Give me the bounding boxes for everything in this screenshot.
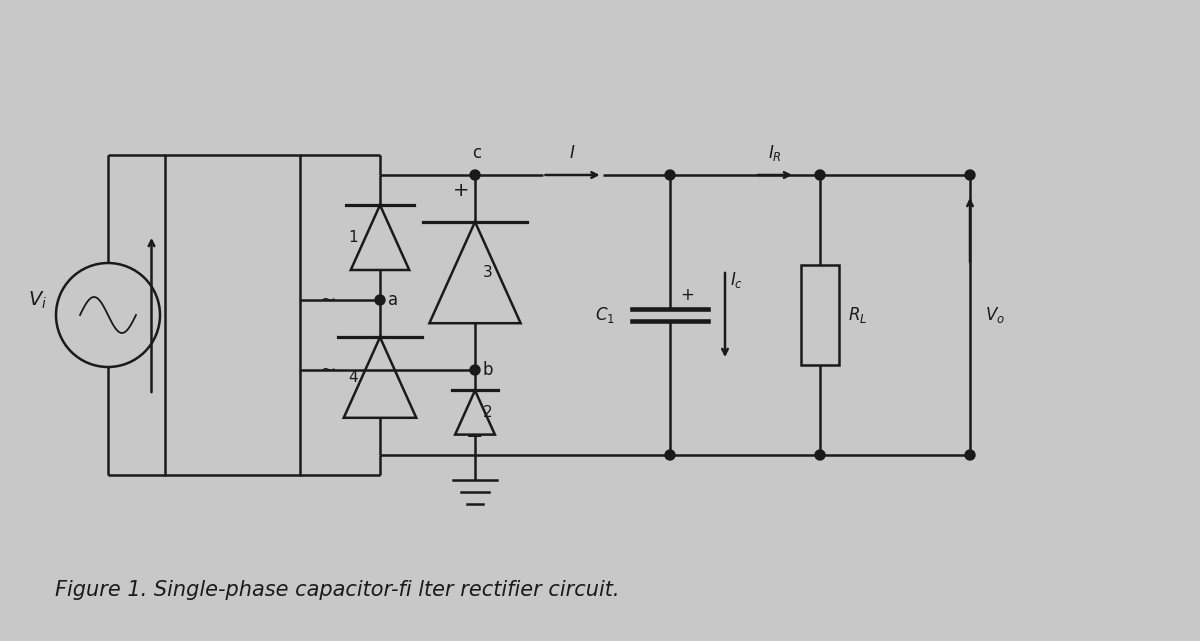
Text: 4: 4 bbox=[348, 370, 358, 385]
Text: −: − bbox=[467, 427, 484, 447]
Circle shape bbox=[815, 170, 826, 180]
Text: $R_L$: $R_L$ bbox=[848, 305, 868, 325]
Text: c: c bbox=[473, 144, 481, 162]
Circle shape bbox=[665, 450, 674, 460]
Text: Figure 1. Single-phase capacitor-fi lter rectifier circuit.: Figure 1. Single-phase capacitor-fi lter… bbox=[55, 580, 619, 600]
Text: 3: 3 bbox=[482, 265, 493, 280]
Text: $C_1$: $C_1$ bbox=[595, 305, 616, 325]
Circle shape bbox=[965, 450, 974, 460]
Text: 2: 2 bbox=[482, 405, 493, 420]
Text: ~: ~ bbox=[320, 290, 336, 310]
Circle shape bbox=[665, 170, 674, 180]
Circle shape bbox=[374, 295, 385, 305]
Circle shape bbox=[965, 170, 974, 180]
Text: $I_R$: $I_R$ bbox=[768, 143, 782, 163]
Circle shape bbox=[470, 365, 480, 375]
Text: +: + bbox=[680, 286, 694, 304]
Text: $I$: $I$ bbox=[569, 144, 576, 162]
Text: a: a bbox=[388, 291, 398, 309]
Circle shape bbox=[815, 450, 826, 460]
Text: 1: 1 bbox=[348, 230, 358, 245]
Text: $V_o$: $V_o$ bbox=[985, 305, 1004, 325]
Text: +: + bbox=[454, 181, 469, 199]
Bar bbox=[166, 155, 300, 475]
Circle shape bbox=[470, 170, 480, 180]
Text: ~: ~ bbox=[320, 360, 336, 379]
Bar bbox=[802, 265, 839, 365]
Text: $V_i$: $V_i$ bbox=[28, 289, 47, 311]
Text: b: b bbox=[482, 361, 493, 379]
Text: $I_c$: $I_c$ bbox=[730, 270, 743, 290]
